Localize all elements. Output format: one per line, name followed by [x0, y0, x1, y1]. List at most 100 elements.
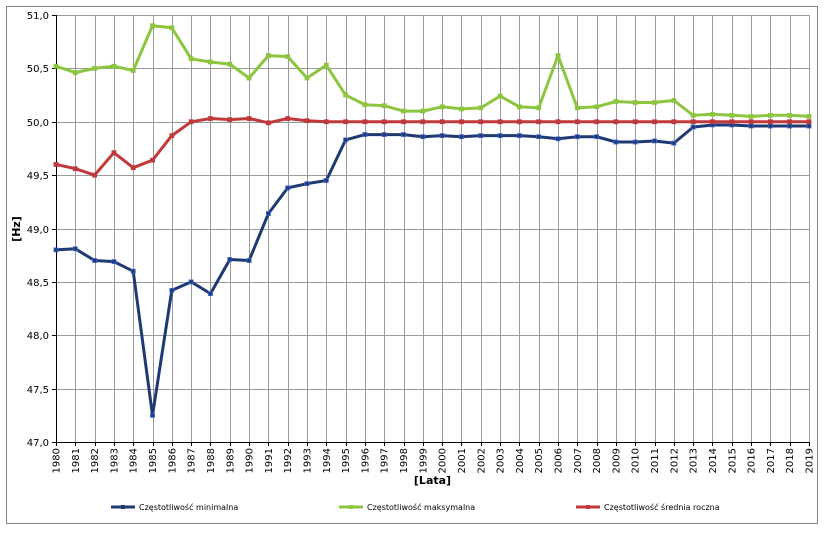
data-point [111, 150, 117, 156]
data-point [208, 116, 213, 121]
legend-marker [586, 505, 590, 509]
x-tick-label: 1987 [187, 448, 198, 473]
data-point [555, 136, 561, 142]
data-point [111, 63, 117, 69]
data-point [72, 166, 78, 172]
series-line [55, 24, 810, 118]
data-point [150, 23, 155, 29]
data-point [265, 53, 271, 58]
data-point [362, 132, 368, 137]
data-point [53, 63, 59, 69]
data-point [265, 211, 271, 216]
data-point [169, 133, 175, 139]
data-point [787, 119, 793, 125]
x-tick-label: 1983 [109, 448, 120, 473]
data-point [381, 132, 387, 137]
data-point [246, 258, 252, 263]
x-tick-label: 2001 [457, 448, 468, 473]
data-point [169, 25, 175, 31]
data-point [478, 119, 484, 125]
data-point [574, 134, 580, 140]
data-point [53, 162, 59, 167]
x-tick-label: 2006 [554, 448, 565, 473]
x-tick-label: 2004 [515, 448, 526, 473]
data-point [594, 104, 600, 110]
data-point [246, 116, 252, 121]
x-tick-label: 1996 [360, 448, 371, 473]
plot-area [56, 15, 809, 442]
data-point [806, 114, 812, 119]
data-point [439, 119, 445, 125]
data-point [130, 268, 136, 274]
data-point [710, 119, 715, 125]
data-point [536, 119, 542, 125]
data-point [246, 75, 252, 81]
x-tick-label: 1985 [148, 448, 159, 473]
x-tick-label: 1997 [380, 448, 391, 473]
x-tick-label: 1980 [52, 448, 63, 473]
y-tick-label: 49,0 [27, 225, 49, 236]
data-point [265, 120, 271, 126]
data-point [497, 119, 503, 125]
data-point [690, 112, 696, 118]
x-tick-label: 2018 [785, 448, 796, 473]
data-point [671, 98, 677, 103]
data-point [343, 137, 349, 143]
x-tick-label: 2019 [805, 448, 816, 473]
data-point [420, 134, 426, 140]
data-point [401, 119, 406, 125]
x-tick-label: 2013 [689, 448, 700, 473]
data-point [478, 133, 484, 139]
data-point [150, 157, 155, 163]
data-point [787, 123, 793, 129]
x-tick-label: 2000 [438, 448, 449, 473]
legend-marker [349, 505, 353, 509]
x-tick-label: 2003 [496, 448, 507, 473]
data-point [555, 53, 561, 58]
data-point [516, 104, 522, 110]
data-point [53, 247, 59, 253]
chart-frame [6, 6, 818, 524]
data-point [420, 108, 426, 114]
data-point [188, 279, 194, 285]
x-tick-label: 1994 [322, 448, 333, 473]
x-axis-label: [Lata] [414, 474, 451, 487]
data-point [130, 165, 136, 171]
x-tick-label: 1995 [341, 448, 352, 473]
data-point [304, 118, 310, 124]
data-point [92, 258, 98, 263]
x-tick-label: 1990 [245, 448, 256, 473]
data-point [111, 259, 117, 264]
data-point [574, 119, 580, 125]
x-tick-label: 1986 [167, 448, 178, 473]
x-tick-label: 1992 [283, 448, 294, 473]
x-tick-label: 1989 [225, 448, 236, 473]
x-tick-label: 1999 [418, 448, 429, 473]
data-point [710, 111, 715, 117]
x-tick-label: 1984 [129, 448, 140, 473]
x-tick-label: 2007 [573, 448, 584, 473]
data-point [227, 257, 233, 262]
data-point [613, 139, 619, 145]
data-point [323, 62, 329, 68]
data-point [574, 105, 580, 111]
data-point [72, 70, 78, 76]
x-tick-label: 1998 [399, 448, 410, 473]
data-point [555, 119, 561, 125]
legend-label: Częstotliwość średnia roczna [604, 502, 720, 512]
x-tick-label: 2017 [766, 448, 777, 473]
y-axis-label: [Hz] [10, 216, 23, 242]
data-point [285, 116, 291, 121]
data-point [632, 119, 638, 125]
data-point [671, 140, 677, 146]
data-point [401, 132, 406, 137]
data-point [285, 185, 291, 191]
data-point [459, 119, 464, 125]
data-point [497, 133, 503, 139]
x-tick-labels: 1980 1981 1982 1983 1984 1985 1986 1987 1988 1989… [52, 448, 816, 473]
data-point [130, 68, 136, 73]
data-point [671, 119, 677, 125]
x-tick-label: 2002 [476, 448, 487, 473]
data-point [169, 288, 175, 293]
